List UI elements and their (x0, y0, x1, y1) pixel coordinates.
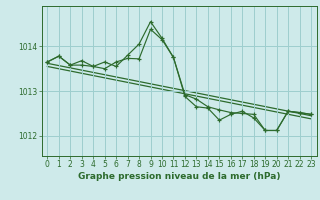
X-axis label: Graphe pression niveau de la mer (hPa): Graphe pression niveau de la mer (hPa) (78, 172, 280, 181)
